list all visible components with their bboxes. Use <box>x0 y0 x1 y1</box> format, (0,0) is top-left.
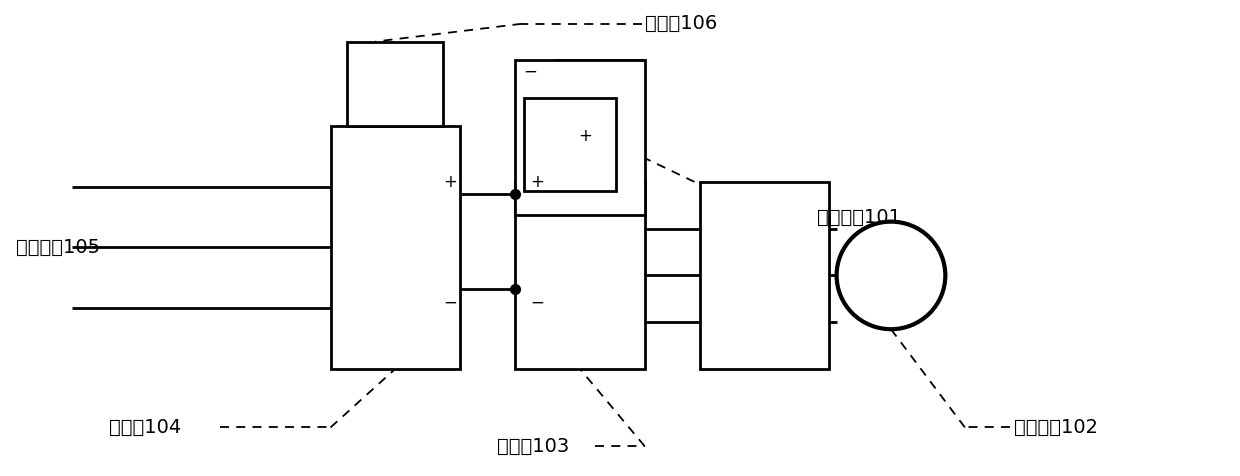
Text: −: − <box>531 294 544 312</box>
Bar <box>525 98 616 191</box>
Text: −: − <box>523 63 537 81</box>
Ellipse shape <box>837 222 945 329</box>
Text: 电网输入105: 电网输入105 <box>16 238 100 257</box>
Text: 充电器104: 充电器104 <box>109 418 181 437</box>
Text: 超级电容101: 超级电容101 <box>817 208 901 227</box>
Bar <box>331 126 460 369</box>
Text: 控制器106: 控制器106 <box>645 14 717 33</box>
Bar <box>346 41 443 126</box>
Text: 变频器103: 变频器103 <box>497 436 569 456</box>
Bar <box>701 182 830 369</box>
Bar <box>516 60 645 215</box>
Bar <box>516 182 645 369</box>
Text: −: − <box>443 294 458 312</box>
Text: 变桨电机102: 变桨电机102 <box>1014 418 1099 437</box>
Text: +: + <box>578 127 591 145</box>
Text: +: + <box>443 173 458 191</box>
Text: +: + <box>531 173 544 191</box>
